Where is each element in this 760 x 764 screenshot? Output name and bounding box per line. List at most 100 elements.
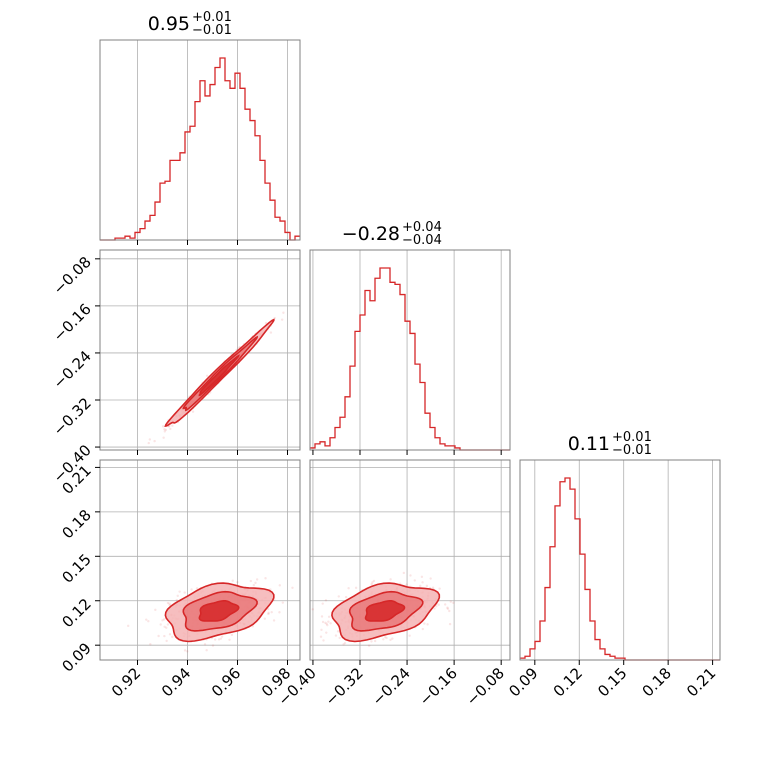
sample-point: [228, 638, 231, 641]
panel-frame: [99, 249, 301, 451]
sample-point: [195, 587, 199, 590]
sample-point: [264, 321, 268, 325]
x-tick-label: −0.32: [322, 664, 367, 709]
sample-point: [217, 638, 221, 641]
y-tick-label: 0.15: [58, 550, 94, 586]
sample-point: [389, 638, 392, 642]
sample-point: [163, 428, 166, 431]
panel-frame: [309, 249, 511, 451]
hist-2-panel: [534, 460, 713, 660]
panel-title: 0.95 +0.01−0.01: [148, 10, 232, 38]
sample-point: [371, 581, 374, 584]
sample-point: [409, 574, 412, 577]
y-tick-label: −0.16: [50, 300, 95, 345]
scatter-points: [134, 311, 285, 455]
x-tick-label: 0.94: [158, 664, 194, 700]
sample-point: [162, 618, 166, 621]
contour-level: [198, 354, 240, 397]
sample-point: [220, 635, 224, 638]
sample-point: [420, 575, 424, 579]
hist-step-line: [310, 267, 510, 451]
title-plus: +0.01: [192, 10, 232, 25]
sample-point: [164, 428, 168, 432]
x-tick-label: 0.18: [639, 664, 675, 700]
sample-point: [311, 608, 314, 611]
sample-point: [319, 635, 323, 638]
title-median: −0.28: [342, 223, 400, 245]
sample-point: [264, 577, 267, 580]
sample-point: [183, 591, 186, 594]
hist-0-panel: [137, 40, 288, 240]
sample-point: [168, 633, 172, 636]
sample-point: [325, 622, 328, 626]
sample-point: [320, 615, 324, 618]
scatter-0-1-panel: [100, 250, 300, 450]
hist-1-panel: [312, 250, 502, 450]
sample-point: [334, 634, 338, 637]
sample-point: [304, 642, 306, 644]
scatter-1-2-panel: [310, 460, 510, 660]
sample-point: [373, 639, 377, 643]
sample-point: [270, 610, 273, 614]
sample-point: [159, 623, 162, 626]
sample-point: [291, 586, 294, 590]
sample-point: [230, 633, 234, 637]
sample-point: [175, 598, 178, 602]
sample-point: [165, 626, 168, 629]
sample-point: [384, 635, 387, 639]
sample-point: [134, 453, 136, 455]
sample-point: [153, 439, 156, 443]
sample-point: [408, 634, 411, 637]
sample-point: [327, 620, 330, 623]
panel-frame: [99, 39, 301, 241]
sample-point: [281, 601, 285, 604]
sample-point: [448, 609, 451, 613]
sample-point: [190, 588, 193, 591]
sample-point: [446, 607, 450, 610]
sample-point: [205, 648, 208, 652]
sample-point: [147, 441, 150, 445]
panel-title: 0.11 +0.01−0.01: [568, 430, 652, 458]
sample-point: [178, 590, 181, 593]
sample-point: [166, 601, 170, 605]
sample-point: [165, 639, 168, 643]
sample-point: [433, 607, 436, 610]
sample-point: [166, 623, 170, 626]
sample-point: [269, 331, 273, 334]
y-tick-label: −0.24: [50, 347, 95, 392]
sample-point: [354, 586, 358, 590]
sample-point: [191, 410, 195, 413]
sample-point: [326, 623, 329, 627]
x-tick-label: −0.24: [369, 664, 414, 709]
sample-point: [171, 635, 174, 639]
y-tick-label: 0.18: [58, 506, 94, 542]
sample-point: [336, 630, 340, 633]
title-median: 0.95: [148, 13, 190, 35]
sample-point: [267, 612, 270, 616]
panel-frame: [99, 459, 301, 661]
y-tick-label: −0.08: [50, 253, 95, 298]
sample-point: [282, 311, 285, 314]
sample-point: [429, 577, 432, 580]
sample-point: [324, 621, 327, 625]
sample-point: [337, 595, 340, 598]
contour-level: [364, 600, 406, 622]
hist-step-line: [100, 57, 300, 241]
panel-frame: [519, 459, 721, 661]
sample-point: [213, 638, 217, 641]
sample-point: [321, 620, 325, 624]
sample-point: [421, 627, 424, 631]
sample-point: [413, 579, 416, 582]
sample-point: [266, 607, 270, 611]
sample-point: [183, 649, 187, 652]
sample-point: [219, 637, 223, 640]
contour-level: [198, 600, 240, 622]
sample-point: [435, 605, 438, 608]
title-minus: −0.01: [192, 23, 232, 38]
sample-point: [370, 640, 373, 643]
sample-point: [423, 622, 426, 625]
sample-point: [161, 619, 164, 622]
sample-point: [171, 424, 174, 427]
sample-point: [236, 580, 239, 584]
sample-point: [347, 587, 350, 590]
